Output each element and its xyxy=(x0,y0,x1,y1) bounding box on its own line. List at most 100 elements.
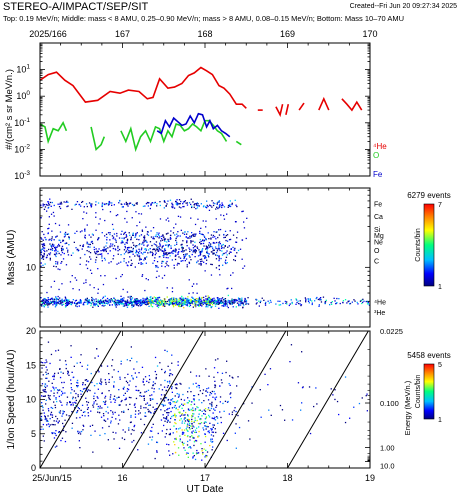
event-dot xyxy=(215,247,217,250)
event-dot xyxy=(152,237,154,240)
event-dot xyxy=(100,275,102,277)
event-dot xyxy=(184,414,186,416)
event-dot xyxy=(212,249,214,252)
event-dot xyxy=(64,419,66,421)
event-dot xyxy=(128,427,130,429)
event-dot xyxy=(72,404,74,406)
series-line-he xyxy=(40,66,247,109)
event-dot xyxy=(155,373,158,376)
event-dot xyxy=(65,363,67,366)
event-dot xyxy=(173,267,175,269)
event-dot xyxy=(207,252,209,254)
event-dot xyxy=(87,302,89,304)
event-dot xyxy=(207,430,209,433)
event-dot xyxy=(285,302,287,304)
event-dot xyxy=(184,302,186,304)
event-dot xyxy=(146,241,148,243)
event-dot xyxy=(175,300,177,302)
event-dot xyxy=(103,305,105,307)
event-dot xyxy=(44,390,46,393)
event-dot xyxy=(268,302,270,304)
event-dot xyxy=(48,248,50,251)
event-dot xyxy=(158,250,160,252)
event-dot xyxy=(142,297,144,300)
event-dot xyxy=(154,370,156,373)
event-dot xyxy=(336,400,339,403)
event-dot xyxy=(214,428,216,430)
event-dot xyxy=(134,403,136,405)
event-dot xyxy=(104,259,106,261)
event-dot xyxy=(229,205,232,208)
event-dot xyxy=(84,411,86,413)
event-dot xyxy=(154,257,156,259)
event-dot xyxy=(71,371,73,373)
event-dot xyxy=(171,398,174,400)
event-dot xyxy=(192,415,194,417)
event-dot xyxy=(113,386,115,388)
event-dot xyxy=(47,394,49,397)
event-dot xyxy=(124,431,126,433)
event-dot xyxy=(164,300,166,302)
event-dot xyxy=(118,404,120,406)
event-dot xyxy=(48,239,50,241)
event-dot xyxy=(146,201,149,204)
event-dot xyxy=(193,398,195,400)
event-dot xyxy=(134,299,136,301)
event-dot xyxy=(130,433,132,435)
event-dot xyxy=(222,243,224,246)
event-dot xyxy=(43,247,46,249)
event-dot xyxy=(56,253,58,255)
event-dot xyxy=(100,299,102,301)
event-dot xyxy=(145,300,147,302)
event-dot xyxy=(188,305,191,308)
event-dot xyxy=(186,444,189,446)
event-dot xyxy=(113,395,116,397)
event-dot xyxy=(129,297,131,299)
event-dot xyxy=(367,301,369,303)
event-dot xyxy=(290,344,293,346)
event-dot xyxy=(126,239,129,241)
event-dot xyxy=(75,299,78,301)
event-dot xyxy=(167,265,170,267)
event-dot xyxy=(183,255,185,258)
event-dot xyxy=(249,438,251,440)
event-dot xyxy=(108,201,110,203)
event-dot xyxy=(270,301,272,303)
event-dot xyxy=(168,252,170,254)
event-dot xyxy=(132,249,134,251)
event-dot xyxy=(159,204,161,207)
event-dot xyxy=(130,421,132,423)
event-dot xyxy=(192,247,195,249)
event-dot xyxy=(148,202,150,204)
event-dot xyxy=(57,250,59,253)
event-dot xyxy=(175,297,177,300)
colorbar-events: 5458 events xyxy=(407,351,451,360)
event-dot xyxy=(151,394,153,396)
event-dot xyxy=(359,300,362,302)
event-dot xyxy=(208,430,210,432)
event-dot xyxy=(243,221,245,223)
event-dot xyxy=(237,414,239,417)
event-dot xyxy=(166,203,168,205)
event-dot xyxy=(144,248,146,250)
event-dot xyxy=(159,299,162,301)
event-dot xyxy=(43,440,45,442)
event-dot xyxy=(166,287,168,289)
event-dot xyxy=(49,254,51,256)
event-dot xyxy=(188,387,190,389)
event-dot xyxy=(132,242,134,244)
event-dot xyxy=(183,298,185,300)
event-dot xyxy=(164,299,166,301)
event-dot xyxy=(87,299,89,301)
event-dot xyxy=(215,396,218,398)
event-dot xyxy=(153,260,156,262)
event-dot xyxy=(143,395,145,397)
event-dot xyxy=(195,299,197,302)
event-dot xyxy=(79,244,81,247)
event-dot xyxy=(58,252,60,255)
event-dot xyxy=(151,436,154,438)
event-dot xyxy=(157,297,159,299)
event-dot xyxy=(121,302,123,304)
event-dot xyxy=(92,306,94,308)
event-dot xyxy=(43,254,45,256)
